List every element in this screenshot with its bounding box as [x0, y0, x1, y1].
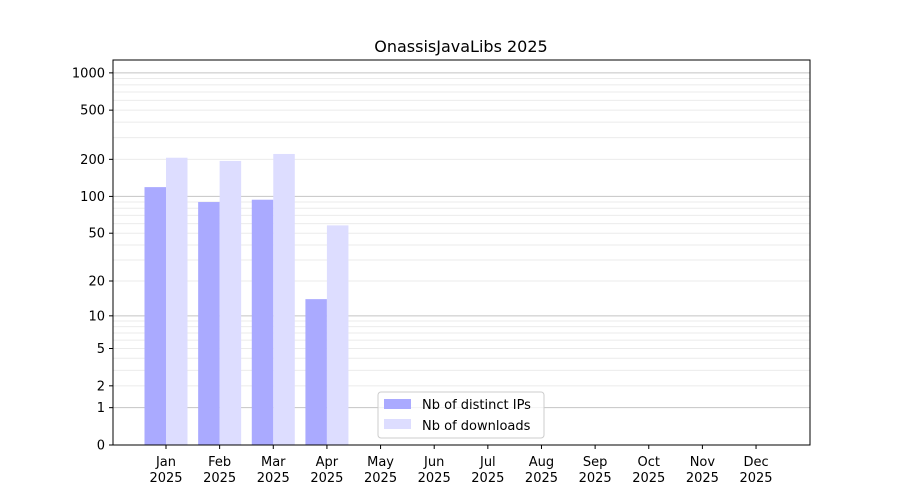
legend-label-downloads: Nb of downloads	[422, 419, 531, 434]
x-tick-label-year: 2025	[739, 471, 772, 486]
x-tick-label-year: 2025	[203, 471, 236, 486]
x-tick-label: Feb	[208, 455, 231, 470]
y-tick-label: 0	[97, 439, 105, 454]
x-tick-label: Jun	[423, 455, 444, 470]
chart-title: OnassisJavaLibs 2025	[374, 37, 547, 56]
plot-frame	[112, 59, 811, 446]
x-tick-label-year: 2025	[525, 471, 558, 486]
y-tick-label: 50	[88, 227, 105, 242]
x-tick-label: Nov	[690, 455, 716, 470]
y-tick-label: 5	[97, 342, 105, 357]
x-axis: Jan2025Feb2025Mar2025Apr2025May2025Jun20…	[149, 445, 773, 486]
legend-swatch-ips	[384, 399, 411, 409]
legend: Nb of distinct IPs Nb of downloads	[377, 391, 545, 439]
bar-downloads	[273, 153, 295, 446]
x-tick-label: Dec	[743, 455, 768, 470]
y-tick-label: 20	[88, 275, 105, 290]
bar-distinct-ips	[198, 202, 220, 445]
x-tick-label-year: 2025	[418, 471, 451, 486]
x-tick-label-year: 2025	[310, 471, 343, 486]
x-tick-label: Aug	[529, 455, 554, 470]
x-tick-label-year: 2025	[364, 471, 397, 486]
bars	[144, 153, 349, 446]
y-tick-label: 10	[88, 309, 105, 324]
x-tick-label-year: 2025	[149, 471, 182, 486]
x-tick-label: Oct	[638, 455, 660, 470]
bar-distinct-ips	[144, 187, 166, 445]
y-tick-label: 2	[97, 379, 105, 394]
x-tick-label: Mar	[261, 455, 286, 470]
bar-downloads	[166, 157, 188, 445]
y-tick-label: 200	[80, 153, 105, 168]
legend-label-ips: Nb of distinct IPs	[422, 398, 531, 413]
x-tick-label: Jan	[155, 455, 176, 470]
x-tick-label: Jul	[479, 455, 496, 470]
x-tick-label-year: 2025	[257, 471, 290, 486]
x-tick-label: Apr	[316, 455, 339, 470]
bar-downloads	[219, 160, 242, 446]
y-axis: 0 1 2 5 10 20 50 100 200 500 1000	[72, 66, 113, 454]
y-tick-label: 500	[80, 104, 105, 119]
x-tick-label: May	[367, 455, 394, 470]
y-tick-label: 100	[80, 190, 105, 205]
y-tick-label: 1000	[72, 66, 105, 81]
x-tick-label-year: 2025	[579, 471, 612, 486]
x-tick-label-year: 2025	[632, 471, 665, 486]
y-tick-label: 1	[97, 401, 105, 416]
bar-downloads	[326, 225, 349, 445]
legend-swatch-downloads	[384, 419, 411, 429]
bar-distinct-ips	[251, 199, 274, 445]
legend-frame	[377, 391, 545, 439]
bar-distinct-ips	[305, 299, 327, 445]
x-tick-label-year: 2025	[471, 471, 504, 486]
x-tick-label: Sep	[583, 455, 608, 470]
x-tick-label-year: 2025	[686, 471, 719, 486]
